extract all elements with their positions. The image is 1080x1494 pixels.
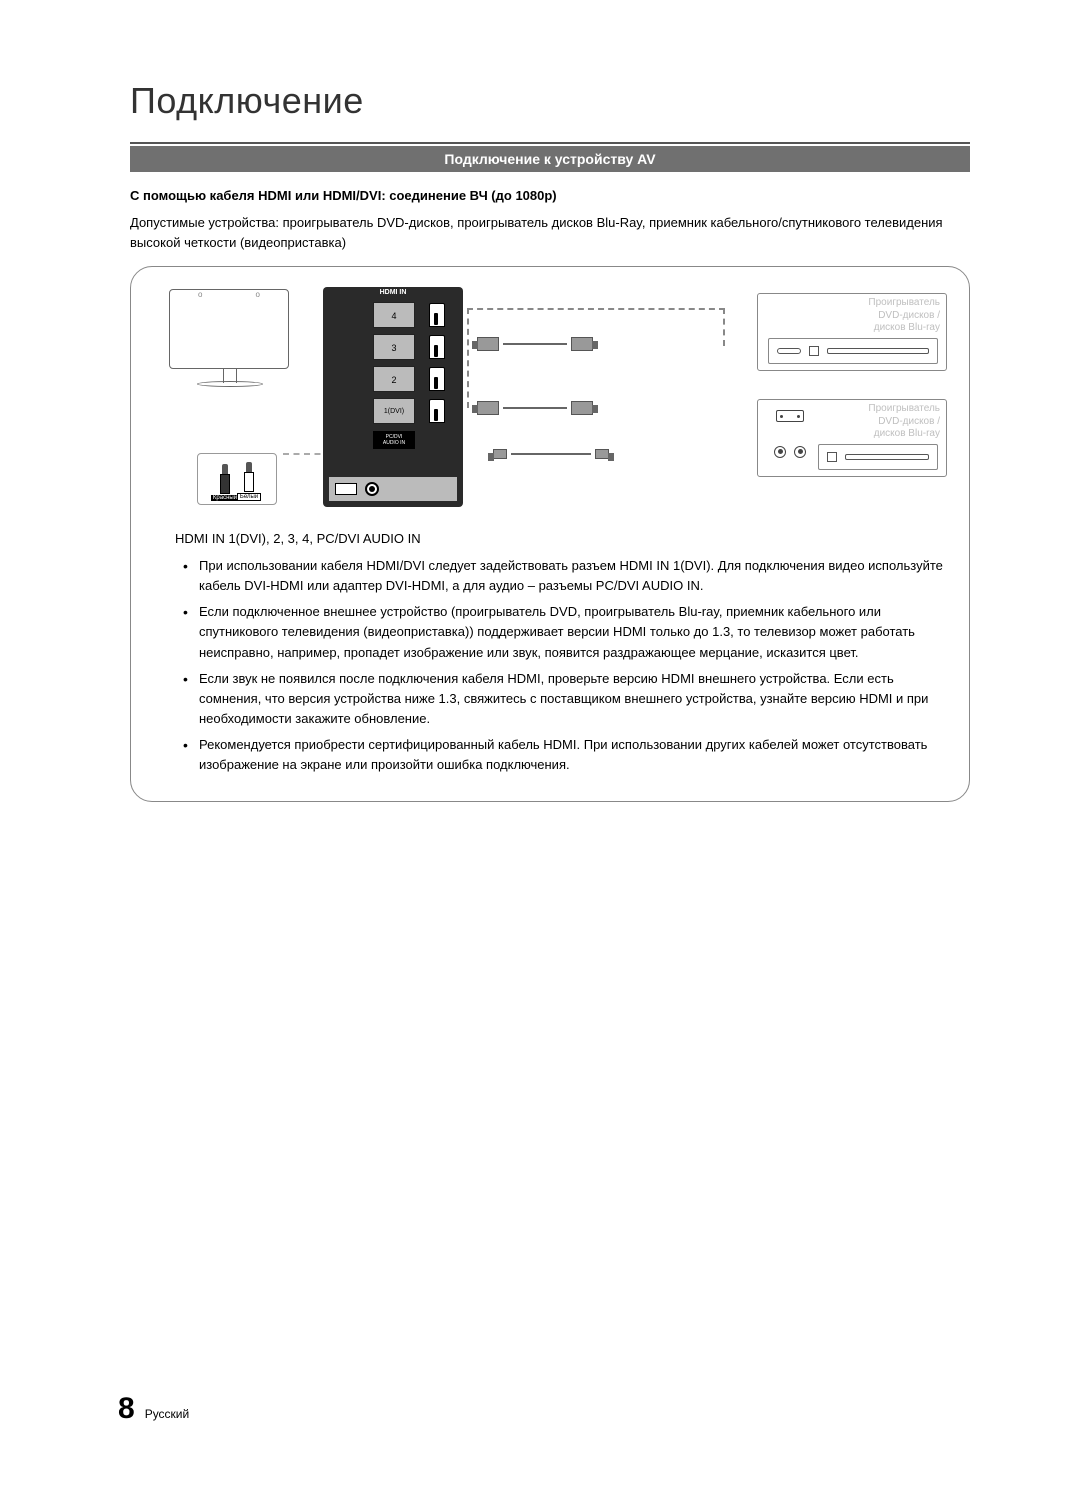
bullet-item: Если звук не появился после подключения … [199,669,949,729]
device-label: Проигрыватель DVD-дисков / дисков Blu-ra… [844,297,940,335]
bullet-item: Рекомендуется приобрести сертифицированн… [199,735,949,775]
dvi-cable [477,401,593,415]
device-box-bluray-bottom: Проигрыватель DVD-дисков / дисков Blu-ra… [757,399,947,477]
hdmi-port-icon [429,335,445,359]
dvi-connector-icon [477,401,499,415]
port-label-4: 4 [373,302,415,328]
device-label: Проигрыватель DVD-дисков / дисков Blu-ra… [844,403,940,441]
bullet-list: При использовании кабеля HDMI/DVI следуе… [151,556,949,775]
connection-diagram: HDMI IN 4 3 2 1(DVI) PC/DVIAUDIO IN [151,281,949,513]
vga-port-icon [335,483,357,495]
port-label-2: 2 [373,366,415,392]
rca-plug-red: Красный [218,464,232,501]
eject-button-icon [827,452,837,462]
dvi-connector-icon [571,401,593,415]
pcdvi-audio-label: PC/DVIAUDIO IN [373,431,415,449]
port-label-3: 3 [373,334,415,360]
cable-dashed [467,308,725,310]
av-jack-icon [794,446,806,458]
ports-header-label: HDMI IN [323,289,463,296]
diagram-frame: HDMI IN 4 3 2 1(DVI) PC/DVIAUDIO IN [130,266,970,802]
page-number: 8 [118,1392,135,1426]
rca-plug-white: Белый [242,462,256,501]
banner-heading: Подключение к устройству AV [130,146,970,172]
cable-dashed [467,308,469,408]
hdmi-connector-icon [571,337,593,351]
bullet-item: При использовании кабеля HDMI/DVI следуе… [199,556,949,596]
eject-button-icon [809,346,819,356]
bottom-io-row [329,477,457,501]
tv-illustration [159,287,317,427]
sub-heading: С помощью кабеля HDMI или HDMI/DVI: соед… [130,188,970,203]
title-rule [130,142,970,144]
audio-plugs-box: Красный Белый [197,453,277,505]
audio-connector-icon [493,449,507,459]
plug-label-red: Красный [211,495,239,501]
hdmi-connector-icon [477,337,499,351]
hdmi-port-icon [429,367,445,391]
audio-connector-icon [595,449,609,459]
av-jack-icon [774,446,786,458]
hdmi-ports-panel: HDMI IN 4 3 2 1(DVI) PC/DVIAUDIO IN [323,287,463,507]
audio-jack-icon [365,482,379,496]
hdmi-cable [477,337,593,351]
page-footer: 8 Русский [118,1392,189,1426]
disc-tray-icon [777,348,801,354]
audio-cable [493,449,609,459]
section-title: Подключение [130,80,970,122]
frame-subheading: HDMI IN 1(DVI), 2, 3, 4, PC/DVI AUDIO IN [175,531,949,546]
plug-label-white: Белый [237,493,261,501]
intro-text: Допустимые устройства: проигрыватель DVD… [130,213,970,252]
port-label-1dvi: 1(DVI) [373,398,415,424]
dvi-port-icon [776,410,804,422]
device-box-bluray-top: Проигрыватель DVD-дисков / дисков Blu-ra… [757,293,947,371]
hdmi-port-icon [429,399,445,423]
bullet-item: Если подключенное внешнее устройство (пр… [199,602,949,662]
language-label: Русский [145,1407,190,1421]
cable-dashed [723,308,725,346]
hdmi-port-icon [429,303,445,327]
